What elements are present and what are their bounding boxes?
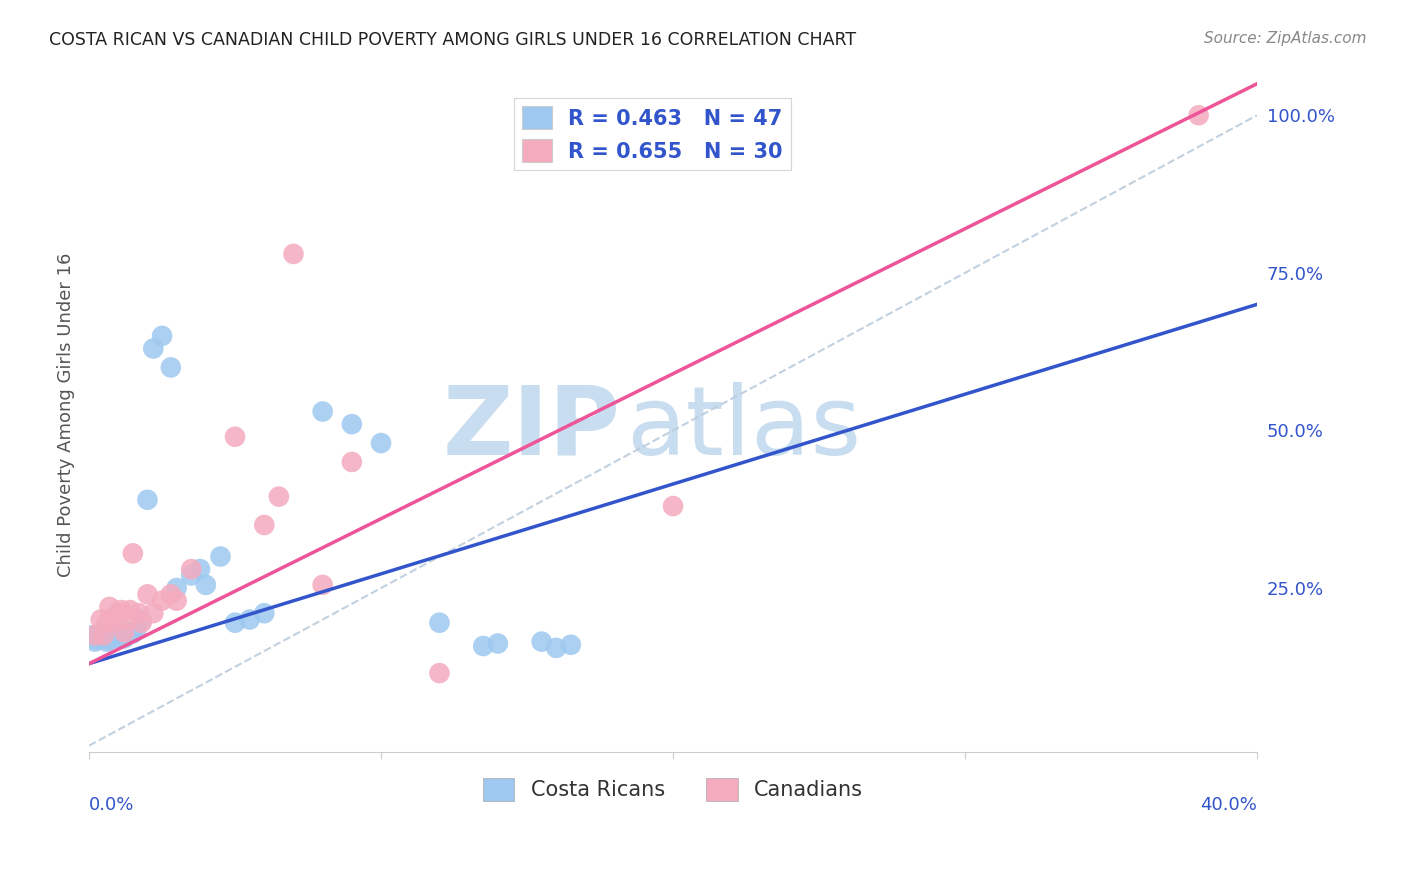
Point bbox=[142, 342, 165, 356]
Point bbox=[87, 628, 110, 642]
Point bbox=[87, 632, 110, 647]
Point bbox=[122, 626, 145, 640]
Point bbox=[267, 490, 290, 504]
Point bbox=[180, 562, 202, 576]
Point bbox=[150, 593, 173, 607]
Point bbox=[115, 628, 138, 642]
Point bbox=[128, 606, 150, 620]
Point bbox=[104, 609, 127, 624]
Text: 0.0%: 0.0% bbox=[89, 796, 135, 814]
Point bbox=[472, 639, 495, 653]
Point bbox=[546, 640, 568, 655]
Point bbox=[166, 593, 188, 607]
Point bbox=[84, 634, 107, 648]
Point bbox=[142, 606, 165, 620]
Point bbox=[110, 622, 132, 636]
Point bbox=[107, 632, 129, 646]
Point bbox=[107, 625, 129, 640]
Point bbox=[98, 599, 121, 614]
Point bbox=[125, 624, 148, 638]
Point bbox=[84, 632, 107, 646]
Point bbox=[486, 636, 509, 650]
Point bbox=[101, 615, 124, 630]
Point bbox=[180, 568, 202, 582]
Point bbox=[239, 613, 262, 627]
Point bbox=[136, 587, 159, 601]
Point bbox=[110, 603, 132, 617]
Point bbox=[166, 581, 188, 595]
Point bbox=[340, 455, 363, 469]
Point bbox=[340, 417, 363, 431]
Point bbox=[90, 626, 112, 640]
Point bbox=[429, 615, 451, 630]
Point bbox=[93, 625, 115, 640]
Point bbox=[93, 632, 115, 646]
Point bbox=[96, 630, 118, 644]
Point bbox=[159, 360, 181, 375]
Point bbox=[283, 247, 305, 261]
Point bbox=[93, 628, 115, 642]
Text: ZIP: ZIP bbox=[443, 382, 620, 475]
Point bbox=[429, 666, 451, 681]
Point bbox=[98, 628, 121, 642]
Point bbox=[131, 613, 153, 627]
Point bbox=[530, 634, 553, 648]
Point bbox=[101, 630, 124, 644]
Legend: R = 0.463   N = 47, R = 0.655   N = 30: R = 0.463 N = 47, R = 0.655 N = 30 bbox=[515, 98, 792, 170]
Point bbox=[107, 606, 129, 620]
Point bbox=[188, 562, 211, 576]
Point bbox=[224, 430, 246, 444]
Point bbox=[560, 638, 582, 652]
Point bbox=[80, 628, 103, 642]
Point bbox=[662, 499, 685, 513]
Point bbox=[90, 613, 112, 627]
Point bbox=[1188, 108, 1211, 122]
Point bbox=[159, 587, 181, 601]
Point bbox=[150, 329, 173, 343]
Point bbox=[224, 615, 246, 630]
Point bbox=[110, 628, 132, 642]
Text: COSTA RICAN VS CANADIAN CHILD POVERTY AMONG GIRLS UNDER 16 CORRELATION CHART: COSTA RICAN VS CANADIAN CHILD POVERTY AM… bbox=[49, 31, 856, 49]
Point bbox=[194, 578, 217, 592]
Point bbox=[118, 625, 141, 640]
Point bbox=[84, 628, 107, 642]
Point bbox=[311, 404, 333, 418]
Point bbox=[96, 615, 118, 630]
Point bbox=[122, 546, 145, 560]
Point bbox=[112, 632, 135, 646]
Point bbox=[253, 606, 276, 620]
Point bbox=[131, 615, 153, 630]
Text: Source: ZipAtlas.com: Source: ZipAtlas.com bbox=[1204, 31, 1367, 46]
Text: 40.0%: 40.0% bbox=[1201, 796, 1257, 814]
Y-axis label: Child Poverty Among Girls Under 16: Child Poverty Among Girls Under 16 bbox=[58, 252, 75, 577]
Point bbox=[209, 549, 232, 564]
Point bbox=[370, 436, 392, 450]
Point bbox=[98, 632, 121, 647]
Point bbox=[115, 613, 138, 627]
Point bbox=[90, 630, 112, 644]
Point bbox=[96, 634, 118, 648]
Point bbox=[112, 625, 135, 640]
Point bbox=[104, 626, 127, 640]
Text: atlas: atlas bbox=[626, 382, 862, 475]
Point bbox=[253, 518, 276, 533]
Point bbox=[101, 628, 124, 642]
Point bbox=[311, 578, 333, 592]
Point bbox=[118, 603, 141, 617]
Point bbox=[136, 492, 159, 507]
